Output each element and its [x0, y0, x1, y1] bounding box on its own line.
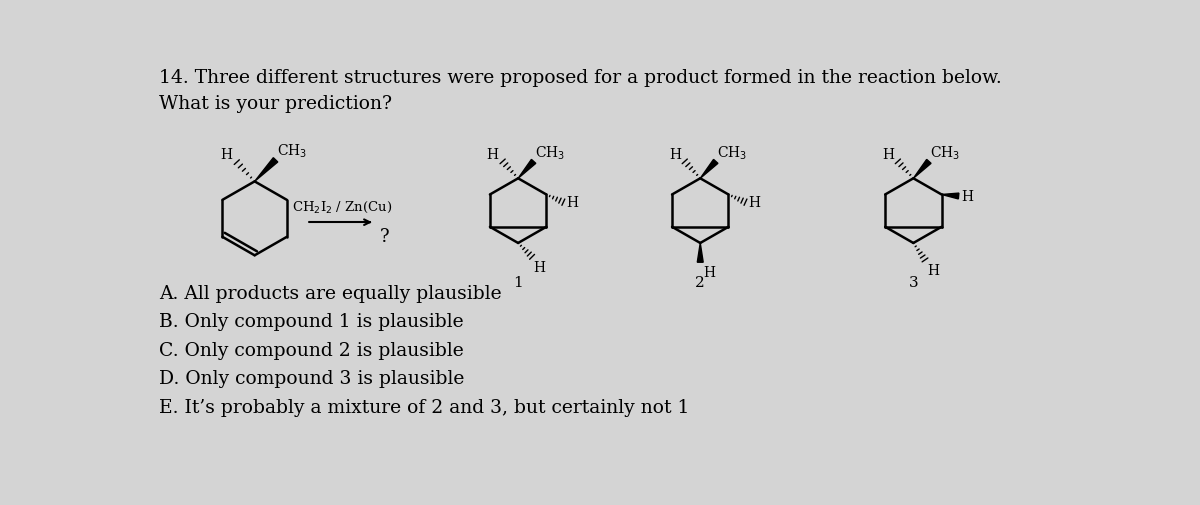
Text: H: H [566, 196, 578, 210]
Text: H: H [749, 196, 761, 210]
Text: 14. Three different structures were proposed for a product formed in the reactio: 14. Three different structures were prop… [160, 69, 1002, 87]
Polygon shape [913, 160, 931, 179]
Text: CH$_3$: CH$_3$ [277, 142, 307, 160]
Text: B. Only compound 1 is plausible: B. Only compound 1 is plausible [160, 313, 464, 331]
Text: 1: 1 [514, 276, 523, 290]
Text: CH$_3$: CH$_3$ [930, 144, 961, 161]
Text: 2: 2 [695, 276, 706, 290]
Text: What is your prediction?: What is your prediction? [160, 94, 392, 113]
Text: ?: ? [379, 227, 389, 245]
Polygon shape [254, 159, 277, 182]
Polygon shape [697, 243, 703, 263]
Text: H: H [928, 264, 940, 277]
Text: H: H [668, 147, 680, 161]
Text: D. Only compound 3 is plausible: D. Only compound 3 is plausible [160, 370, 464, 387]
Text: H: H [961, 190, 973, 204]
Polygon shape [701, 160, 718, 179]
Text: H: H [882, 147, 894, 161]
Text: CH$_3$: CH$_3$ [718, 144, 748, 161]
Polygon shape [942, 194, 959, 199]
Text: H: H [220, 147, 232, 161]
Text: E. It’s probably a mixture of 2 and 3, but certainly not 1: E. It’s probably a mixture of 2 and 3, b… [160, 398, 690, 416]
Text: 3: 3 [908, 276, 918, 290]
Text: A. All products are equally plausible: A. All products are equally plausible [160, 284, 502, 302]
Text: H: H [703, 265, 715, 279]
Text: H: H [487, 147, 499, 161]
Polygon shape [518, 160, 536, 179]
Text: C. Only compound 2 is plausible: C. Only compound 2 is plausible [160, 341, 464, 359]
Text: CH$_3$: CH$_3$ [535, 144, 565, 161]
Text: H: H [534, 261, 546, 274]
Text: CH$_2$I$_2$ / Zn(Cu): CH$_2$I$_2$ / Zn(Cu) [292, 200, 392, 215]
